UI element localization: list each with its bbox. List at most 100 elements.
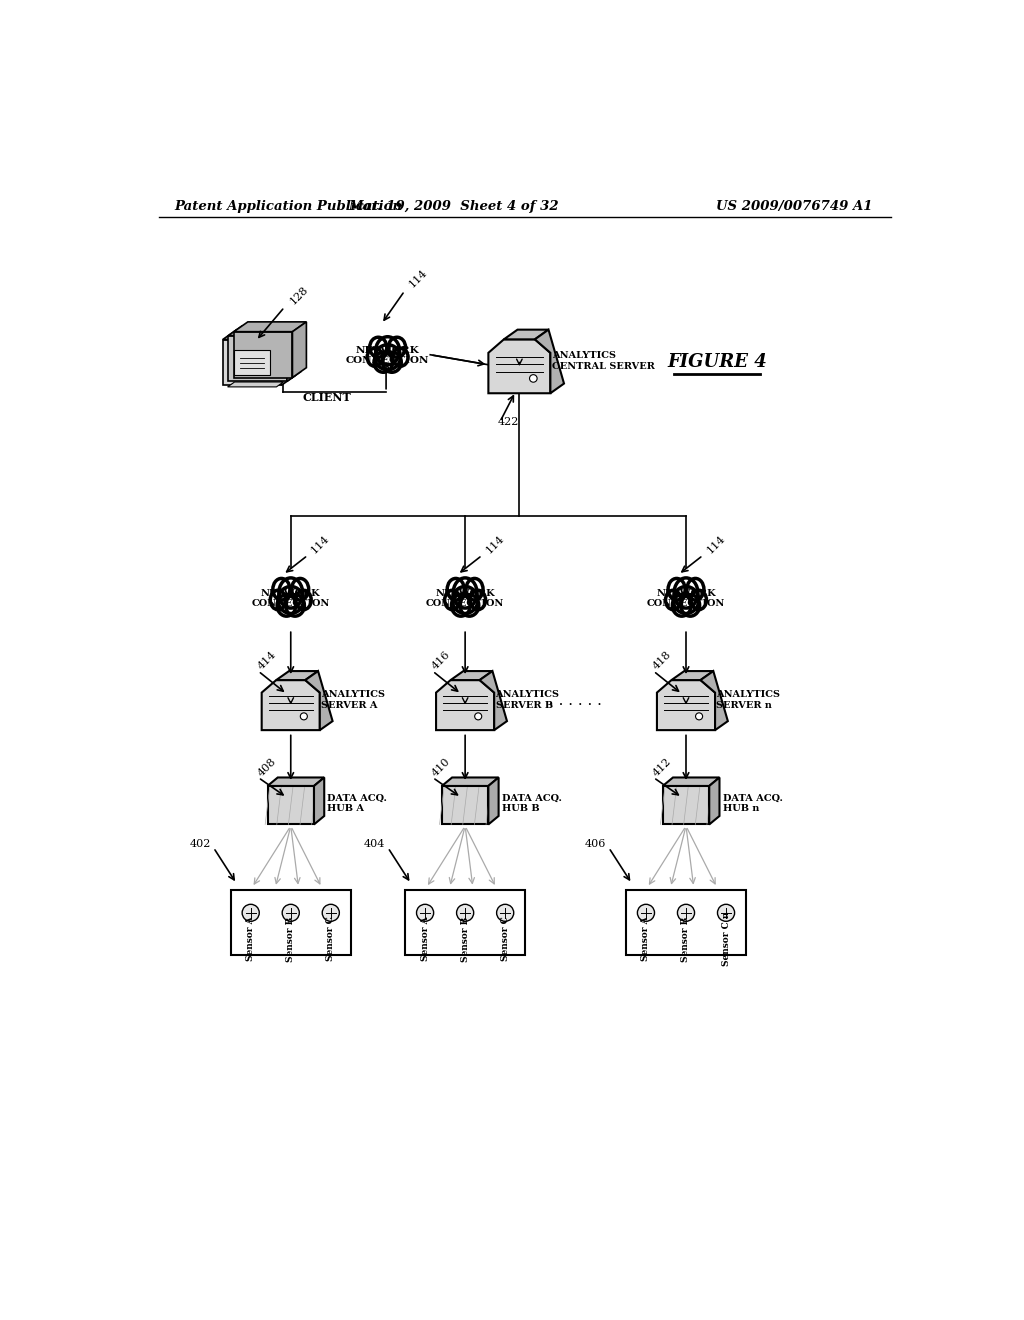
Ellipse shape xyxy=(454,578,477,609)
Ellipse shape xyxy=(278,586,303,614)
Ellipse shape xyxy=(393,348,409,366)
Ellipse shape xyxy=(368,348,383,366)
Circle shape xyxy=(242,904,259,921)
Polygon shape xyxy=(663,777,720,785)
Circle shape xyxy=(497,904,514,921)
Polygon shape xyxy=(267,777,325,785)
Text: NETWORK
CONNECTION: NETWORK CONNECTION xyxy=(426,589,504,609)
Polygon shape xyxy=(535,330,564,393)
Ellipse shape xyxy=(444,590,460,610)
Text: NETWORK
CONNECTION: NETWORK CONNECTION xyxy=(252,589,330,609)
Ellipse shape xyxy=(376,337,399,364)
Polygon shape xyxy=(287,326,301,381)
Text: Sensor C n: Sensor C n xyxy=(722,912,730,966)
Polygon shape xyxy=(305,671,333,730)
Text: DATA ACQ.
HUB n: DATA ACQ. HUB n xyxy=(723,793,782,813)
Ellipse shape xyxy=(666,590,681,610)
Ellipse shape xyxy=(374,352,393,372)
Text: Sensor A: Sensor A xyxy=(246,916,255,961)
Ellipse shape xyxy=(673,594,691,616)
Text: Sensor B: Sensor B xyxy=(287,916,295,961)
Text: Sensor B: Sensor B xyxy=(682,916,690,961)
Text: ANALYTICS
SERVER n: ANALYTICS SERVER n xyxy=(717,690,780,710)
Polygon shape xyxy=(228,335,287,381)
Ellipse shape xyxy=(460,594,479,616)
Text: NETWORK
CONNECTION: NETWORK CONNECTION xyxy=(346,346,429,366)
Text: ANALYTICS
CENTRAL SERVER: ANALYTICS CENTRAL SERVER xyxy=(552,351,654,371)
Ellipse shape xyxy=(681,594,699,616)
Text: DATA ACQ.
HUB A: DATA ACQ. HUB A xyxy=(328,793,387,813)
Text: 414: 414 xyxy=(256,649,279,671)
Text: NETWORK
CONNECTION: NETWORK CONNECTION xyxy=(647,589,725,609)
Circle shape xyxy=(457,904,474,921)
Ellipse shape xyxy=(296,590,311,610)
Polygon shape xyxy=(479,671,507,730)
Circle shape xyxy=(283,904,299,921)
Circle shape xyxy=(323,904,339,921)
Text: 114: 114 xyxy=(705,533,727,556)
Ellipse shape xyxy=(279,578,303,609)
Ellipse shape xyxy=(278,594,296,616)
Ellipse shape xyxy=(292,578,308,601)
Ellipse shape xyxy=(388,337,406,358)
Circle shape xyxy=(718,904,734,921)
Text: 406: 406 xyxy=(585,838,606,849)
Polygon shape xyxy=(436,680,495,730)
Text: 410: 410 xyxy=(430,756,453,779)
Text: 422: 422 xyxy=(498,417,519,426)
Ellipse shape xyxy=(466,578,483,601)
Text: Sensor C: Sensor C xyxy=(501,916,510,961)
Polygon shape xyxy=(488,339,550,393)
Text: 114: 114 xyxy=(483,533,506,556)
Polygon shape xyxy=(672,671,714,680)
Circle shape xyxy=(300,713,307,719)
Ellipse shape xyxy=(383,352,401,372)
Polygon shape xyxy=(663,785,710,825)
Text: 402: 402 xyxy=(189,838,211,849)
Polygon shape xyxy=(657,680,715,730)
Polygon shape xyxy=(282,330,295,385)
Polygon shape xyxy=(700,671,728,730)
Text: 412: 412 xyxy=(651,756,674,779)
Ellipse shape xyxy=(286,594,304,616)
Polygon shape xyxy=(262,680,319,730)
Circle shape xyxy=(529,375,538,383)
Text: 404: 404 xyxy=(365,838,385,849)
Bar xyxy=(230,890,351,956)
Ellipse shape xyxy=(691,590,707,610)
Ellipse shape xyxy=(272,578,290,601)
Circle shape xyxy=(695,713,702,719)
Polygon shape xyxy=(442,777,499,785)
Bar xyxy=(406,890,525,956)
Polygon shape xyxy=(710,777,720,825)
Ellipse shape xyxy=(470,590,485,610)
Text: ANALYTICS
SERVER A: ANALYTICS SERVER A xyxy=(322,690,385,710)
Ellipse shape xyxy=(687,578,703,601)
Polygon shape xyxy=(267,785,314,825)
Text: Mar. 19, 2009  Sheet 4 of 32: Mar. 19, 2009 Sheet 4 of 32 xyxy=(348,199,559,213)
Circle shape xyxy=(637,904,654,921)
Text: Sensor A: Sensor A xyxy=(421,916,430,961)
Text: 408: 408 xyxy=(256,756,279,779)
Circle shape xyxy=(678,904,694,921)
Text: Patent Application Publication: Patent Application Publication xyxy=(174,199,402,213)
Ellipse shape xyxy=(674,578,698,609)
Ellipse shape xyxy=(668,578,685,601)
Text: DATA ACQ.
HUB B: DATA ACQ. HUB B xyxy=(502,793,561,813)
Polygon shape xyxy=(228,326,301,335)
Polygon shape xyxy=(227,381,284,387)
Text: 416: 416 xyxy=(430,649,453,671)
Ellipse shape xyxy=(370,337,387,358)
Text: Sensor A: Sensor A xyxy=(641,916,650,961)
Polygon shape xyxy=(504,330,549,339)
Text: Sensor B: Sensor B xyxy=(461,916,470,961)
Polygon shape xyxy=(293,322,306,378)
Ellipse shape xyxy=(453,586,478,614)
Ellipse shape xyxy=(447,578,464,601)
Ellipse shape xyxy=(270,590,286,610)
Polygon shape xyxy=(488,777,499,825)
Ellipse shape xyxy=(375,345,400,370)
Text: 128: 128 xyxy=(288,284,310,306)
Text: CLIENT: CLIENT xyxy=(302,392,351,403)
Polygon shape xyxy=(233,331,293,378)
